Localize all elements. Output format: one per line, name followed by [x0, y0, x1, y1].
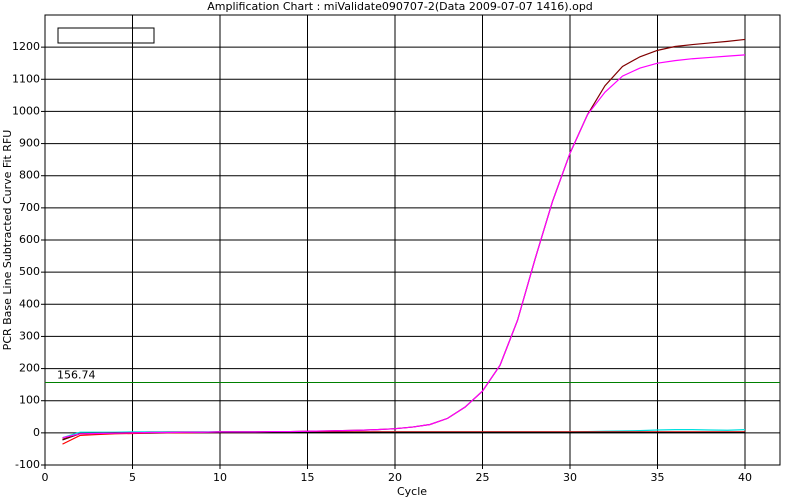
x-tick-label: 20 — [388, 471, 402, 484]
x-tick-label: 35 — [651, 471, 665, 484]
y-tick-label: 1000 — [12, 104, 40, 117]
legend-box — [57, 27, 155, 44]
x-tick-label: 10 — [213, 471, 227, 484]
x-tick-label: 40 — [738, 471, 752, 484]
x-tick-label: 5 — [129, 471, 136, 484]
y-tick-label: 1200 — [12, 40, 40, 53]
y-tick-label: 900 — [19, 137, 40, 150]
y-tick-label: 300 — [19, 329, 40, 342]
y-tick-label: -100 — [15, 458, 40, 471]
y-tick-label: 200 — [19, 362, 40, 375]
y-tick-label: 700 — [19, 201, 40, 214]
chart-title: Amplification Chart : miValidate090707-2… — [207, 0, 593, 13]
y-tick-label: 1100 — [12, 72, 40, 85]
y-axis-label: PCR Base Line Subtracted Curve Fit RFU — [1, 130, 14, 351]
x-tick-label: 0 — [42, 471, 49, 484]
y-tick-label: 500 — [19, 265, 40, 278]
x-tick-label: 15 — [301, 471, 315, 484]
y-tick-label: 0 — [33, 426, 40, 439]
y-tick-label: 100 — [19, 394, 40, 407]
y-tick-label: 800 — [19, 169, 40, 182]
x-axis-label: Cycle — [397, 485, 427, 498]
x-tick-label: 30 — [563, 471, 577, 484]
y-tick-label: 600 — [19, 233, 40, 246]
x-tick-label: 25 — [476, 471, 490, 484]
series-line — [62, 54, 746, 439]
y-tick-label: 400 — [19, 297, 40, 310]
threshold-label: 156.74 — [57, 368, 96, 381]
